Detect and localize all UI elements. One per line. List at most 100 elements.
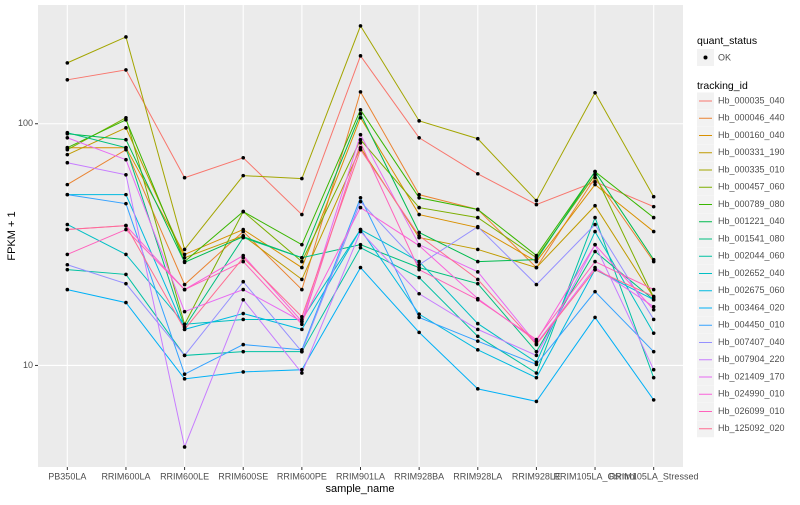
data-point bbox=[534, 282, 539, 287]
legend-title: tracking_id bbox=[697, 80, 748, 92]
x-tick-label: RRIM600SE bbox=[218, 471, 268, 481]
data-point bbox=[651, 287, 656, 292]
data-point bbox=[358, 195, 363, 200]
data-point bbox=[593, 182, 597, 187]
x-tick-label: RRIM928BA bbox=[394, 471, 444, 481]
data-point bbox=[241, 297, 246, 302]
data-point bbox=[651, 317, 656, 322]
y-tick-label: 10 bbox=[23, 360, 33, 370]
data-point bbox=[358, 115, 363, 120]
data-point bbox=[593, 175, 597, 180]
data-point bbox=[300, 349, 304, 354]
data-point bbox=[475, 215, 480, 220]
data-point bbox=[241, 173, 246, 178]
data-point bbox=[358, 141, 363, 145]
data-point bbox=[593, 215, 597, 220]
data-point bbox=[124, 35, 128, 39]
data-point bbox=[358, 137, 363, 142]
data-point bbox=[300, 287, 304, 292]
data-point bbox=[182, 282, 187, 287]
data-point bbox=[182, 252, 187, 257]
data-point bbox=[124, 192, 128, 197]
data-point bbox=[124, 68, 128, 72]
data-point bbox=[475, 224, 480, 229]
data-point bbox=[358, 108, 363, 112]
data-point bbox=[300, 327, 304, 332]
data-point bbox=[300, 176, 304, 181]
legend-label: Hb_000035_040 bbox=[718, 95, 785, 105]
data-point bbox=[241, 209, 246, 214]
data-point bbox=[475, 334, 480, 339]
legend-label: Hb_125092_020 bbox=[718, 423, 785, 433]
data-point bbox=[534, 342, 539, 347]
data-point bbox=[300, 277, 304, 282]
data-point bbox=[182, 287, 187, 292]
data-point bbox=[65, 130, 70, 135]
data-point bbox=[417, 212, 421, 217]
data-point bbox=[417, 315, 421, 320]
x-tick-label: RRIM928LE bbox=[512, 471, 561, 481]
data-point bbox=[300, 314, 304, 319]
data-point bbox=[65, 152, 70, 157]
legend-label: Hb_003464_020 bbox=[718, 302, 785, 312]
data-point bbox=[417, 275, 421, 280]
data-point bbox=[593, 222, 597, 227]
data-point bbox=[475, 277, 480, 282]
data-point bbox=[124, 300, 128, 305]
data-point bbox=[241, 349, 246, 354]
x-tick-label: RRIM105LA_Control bbox=[554, 471, 637, 481]
legend-label: Hb_002044_060 bbox=[718, 251, 785, 261]
legend-label: OK bbox=[718, 52, 731, 62]
data-point bbox=[182, 309, 187, 314]
x-tick-label: RRIM600LA bbox=[101, 471, 150, 481]
data-point bbox=[534, 257, 539, 262]
data-point bbox=[593, 172, 597, 177]
data-point bbox=[475, 136, 480, 141]
data-point bbox=[417, 230, 421, 235]
data-point bbox=[358, 265, 363, 270]
x-tick-label: RRIM928LA bbox=[453, 471, 502, 481]
legend-label: Hb_002675_060 bbox=[718, 285, 785, 295]
x-tick-label: RRIM600PE bbox=[277, 471, 327, 481]
data-point bbox=[358, 90, 363, 94]
data-point bbox=[241, 311, 246, 316]
data-point bbox=[593, 267, 597, 272]
data-point bbox=[358, 132, 363, 137]
data-point bbox=[651, 331, 656, 335]
data-point bbox=[475, 387, 480, 391]
x-axis-title: sample_name bbox=[325, 483, 394, 495]
data-point bbox=[358, 24, 363, 28]
data-point bbox=[182, 445, 187, 449]
y-axis-title: FPKM + 1 bbox=[6, 211, 18, 260]
data-point bbox=[593, 315, 597, 320]
data-point bbox=[182, 260, 187, 265]
data-point bbox=[651, 349, 656, 354]
data-point bbox=[475, 281, 480, 286]
data-point bbox=[124, 252, 128, 257]
data-point bbox=[300, 242, 304, 247]
data-point bbox=[651, 304, 656, 309]
data-point bbox=[475, 321, 480, 326]
data-point bbox=[241, 317, 246, 322]
legend-label: Hb_021409_170 bbox=[718, 371, 785, 381]
data-point bbox=[358, 242, 363, 247]
data-point bbox=[124, 118, 128, 122]
legend-label: Hb_004450_010 bbox=[718, 320, 785, 330]
data-point bbox=[65, 61, 70, 65]
data-point bbox=[651, 367, 656, 372]
data-point bbox=[358, 205, 363, 210]
data-point bbox=[417, 135, 421, 140]
data-point bbox=[358, 229, 363, 234]
data-point bbox=[651, 375, 656, 380]
data-point bbox=[300, 265, 304, 270]
data-point bbox=[534, 202, 539, 207]
data-point bbox=[593, 242, 597, 247]
data-point bbox=[65, 222, 70, 227]
data-point bbox=[241, 259, 246, 264]
data-point bbox=[417, 267, 421, 272]
data-point bbox=[358, 245, 363, 250]
data-point bbox=[241, 279, 246, 284]
legend-label: Hb_000789_080 bbox=[718, 199, 785, 209]
data-point bbox=[651, 215, 656, 220]
data-point bbox=[241, 342, 246, 347]
